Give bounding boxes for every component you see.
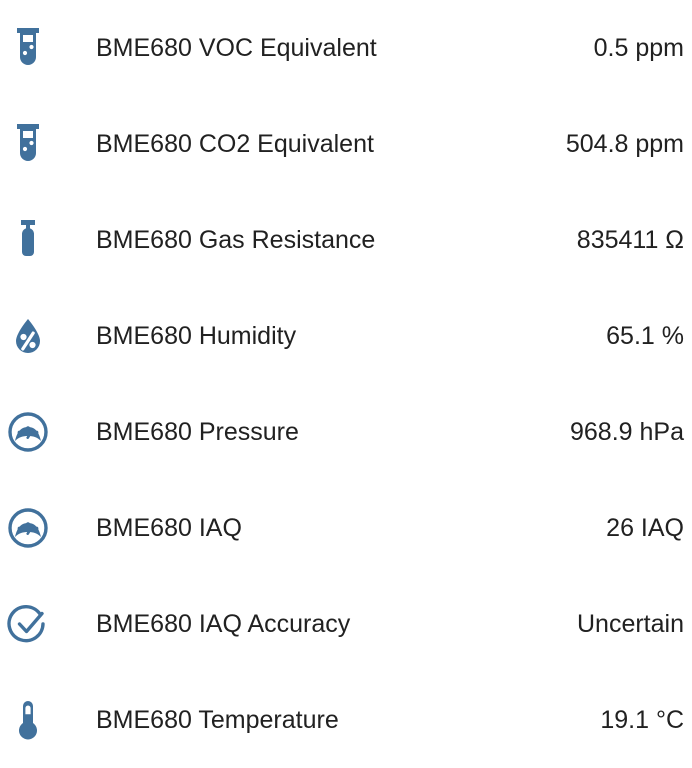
sensor-label: BME680 IAQ Accuracy — [96, 610, 351, 638]
thermometer-icon — [2, 696, 54, 744]
sensor-label: BME680 Gas Resistance — [96, 226, 376, 254]
sensor-value: 19.1 °C — [600, 706, 684, 734]
sensor-value: 26 IAQ — [606, 514, 684, 542]
list-item[interactable]: BME680 Pressure 968.9 hPa — [0, 384, 692, 480]
list-item[interactable]: BME680 Temperature 19.1 °C — [0, 672, 692, 768]
list-item[interactable]: BME680 IAQ Accuracy Uncertain — [0, 576, 692, 672]
gas-cylinder-icon — [2, 216, 54, 264]
gauge-icon — [2, 504, 54, 552]
sensor-label: BME680 IAQ — [96, 514, 242, 542]
gauge-icon — [2, 408, 54, 456]
sensor-value: 65.1 % — [606, 322, 684, 350]
sensor-label: BME680 VOC Equivalent — [96, 34, 377, 62]
sensor-value: 0.5 ppm — [593, 34, 684, 62]
list-item[interactable]: BME680 Humidity 65.1 % — [0, 288, 692, 384]
list-item[interactable]: BME680 CO2 Equivalent 504.8 ppm — [0, 96, 692, 192]
list-item[interactable]: BME680 Gas Resistance 835411 Ω — [0, 192, 692, 288]
sensor-label: BME680 Temperature — [96, 706, 339, 734]
sensor-label: BME680 Humidity — [96, 322, 297, 350]
test-tube-icon — [2, 120, 54, 168]
sensor-label: BME680 CO2 Equivalent — [96, 130, 374, 158]
test-tube-icon — [2, 24, 54, 72]
sensor-value: Uncertain — [577, 610, 684, 638]
check-circle-outline-icon — [2, 600, 54, 648]
list-item[interactable]: BME680 IAQ 26 IAQ — [0, 480, 692, 576]
list-item[interactable]: BME680 VOC Equivalent 0.5 ppm — [0, 0, 692, 96]
sensor-label: BME680 Pressure — [96, 418, 299, 446]
sensor-value: 835411 Ω — [576, 226, 684, 254]
water-percent-drop-icon — [2, 312, 54, 360]
sensor-value: 968.9 hPa — [570, 418, 684, 446]
sensor-value: 504.8 ppm — [565, 130, 684, 158]
